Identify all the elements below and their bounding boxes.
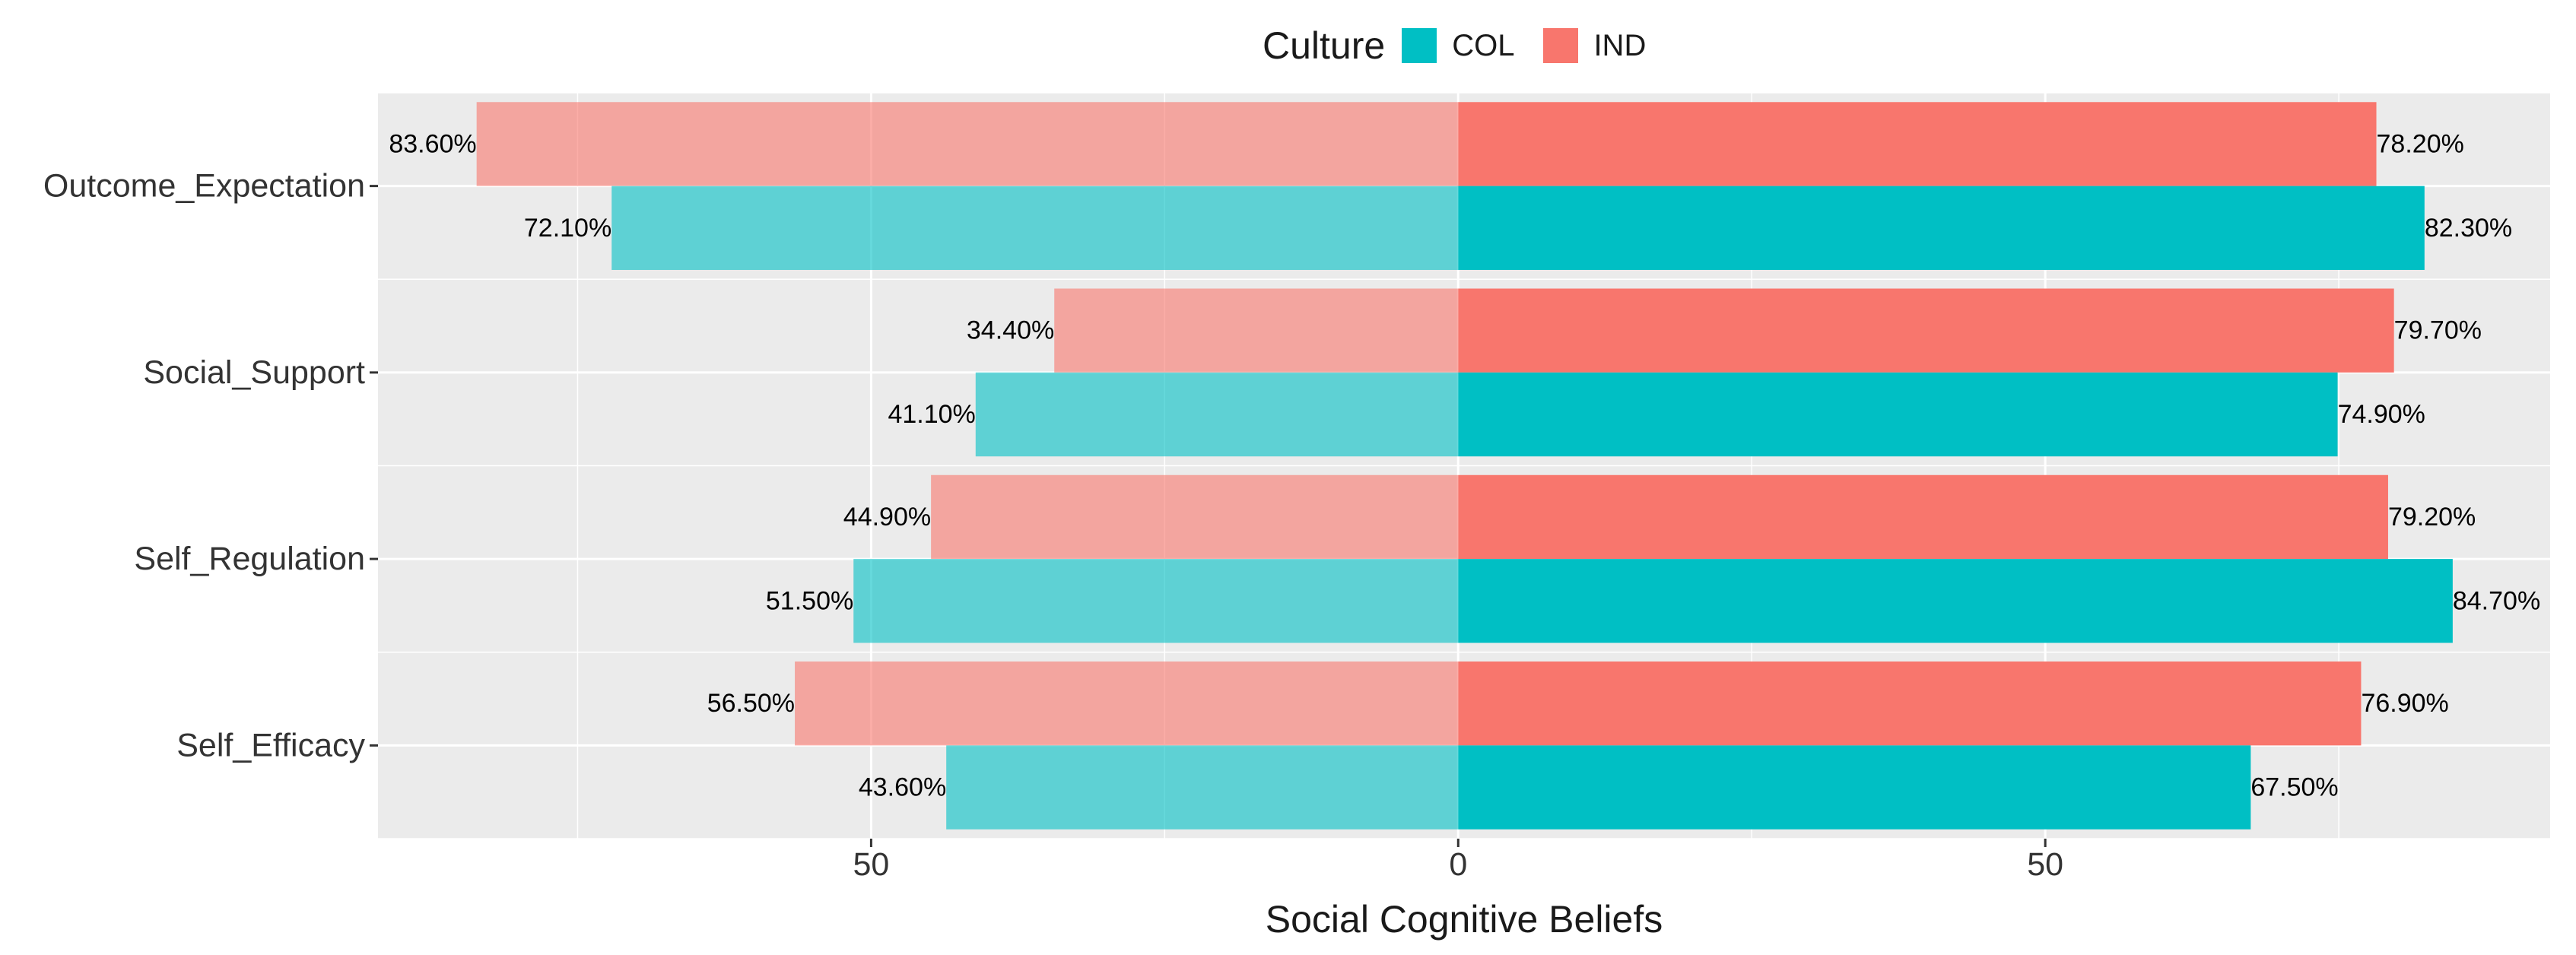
bar-ind-right-self-regulation — [1458, 474, 2388, 560]
value-label-col-left-self-regulation: 51.50% — [766, 586, 853, 615]
value-label-ind-left-outcome-expectation: 83.60% — [389, 129, 476, 158]
value-label-col-left-outcome-expectation: 72.10% — [524, 214, 611, 243]
value-label-ind-left-self-regulation: 44.90% — [843, 503, 931, 531]
legend-swatch-col — [1402, 28, 1437, 63]
value-label-col-right-self-efficacy: 67.50% — [2250, 773, 2338, 802]
value-label-ind-right-self-regulation: 79.20% — [2388, 503, 2476, 531]
bar-ind-left-self-regulation — [931, 474, 1459, 560]
bar-ind-right-self-efficacy — [1458, 662, 2362, 746]
x-axis-title: Social Cognitive Beliefs — [1266, 898, 1663, 941]
legend: Culture COL IND — [1263, 15, 1675, 76]
bar-col-right-social-support — [1458, 372, 2338, 457]
legend-swatch-ind — [1543, 28, 1579, 63]
value-label-col-right-self-regulation: 84.70% — [2453, 586, 2540, 615]
bar-col-right-self-efficacy — [1458, 745, 2251, 830]
bar-col-left-outcome-expectation — [611, 186, 1459, 270]
y-tick-label-self-efficacy: Self_Efficacy — [176, 727, 365, 763]
x-axis: 50 0 50 — [853, 839, 2063, 883]
legend-item-col: COL — [1402, 28, 1514, 63]
bar-col-left-self-efficacy — [946, 745, 1459, 830]
bar-ind-left-self-efficacy — [795, 662, 1459, 746]
value-label-col-left-social-support: 41.10% — [888, 400, 975, 429]
legend-label-ind: IND — [1593, 28, 1647, 62]
y-tick-label-self-regulation: Self_Regulation — [134, 541, 365, 577]
bars-layer — [476, 102, 2453, 830]
bar-ind-left-outcome-expectation — [476, 102, 1459, 186]
bar-col-right-self-regulation — [1458, 559, 2453, 643]
y-axis: Outcome_Expectation Social_Support Self_Re… — [43, 168, 378, 763]
x-tick-label: 50 — [2027, 846, 2063, 883]
y-tick-label-social-support: Social_Support — [143, 354, 365, 391]
x-tick-label: 50 — [853, 846, 889, 883]
bar-col-left-social-support — [975, 372, 1459, 457]
y-tick-label-outcome-expectation: Outcome_Expectation — [43, 168, 365, 205]
value-label-ind-right-social-support: 79.70% — [2394, 316, 2482, 345]
bar-ind-right-outcome-expectation — [1458, 102, 2377, 186]
bar-ind-left-social-support — [1054, 288, 1459, 373]
bar-col-right-outcome-expectation — [1458, 186, 2425, 270]
value-labels-layer: 83.60% 34.40% 44.90% 56.50% 72.10% 41.10% 51.5… — [389, 129, 2540, 801]
bar-col-left-self-regulation — [853, 559, 1459, 643]
value-label-ind-left-self-efficacy: 56.50% — [707, 689, 795, 718]
legend-title: Culture — [1263, 24, 1386, 67]
value-label-col-right-outcome-expectation: 82.30% — [2425, 214, 2512, 243]
x-tick-label: 0 — [1449, 846, 1467, 883]
legend-item-ind: IND — [1543, 28, 1646, 63]
legend-label-col: COL — [1452, 28, 1515, 62]
value-label-ind-right-outcome-expectation: 78.20% — [2377, 129, 2464, 158]
value-label-col-right-social-support: 74.90% — [2338, 400, 2425, 429]
value-label-ind-right-self-efficacy: 76.90% — [2361, 689, 2448, 718]
bar-ind-right-social-support — [1458, 288, 2394, 373]
value-label-col-left-self-efficacy: 43.60% — [859, 773, 946, 802]
value-label-ind-left-social-support: 34.40% — [967, 316, 1054, 345]
